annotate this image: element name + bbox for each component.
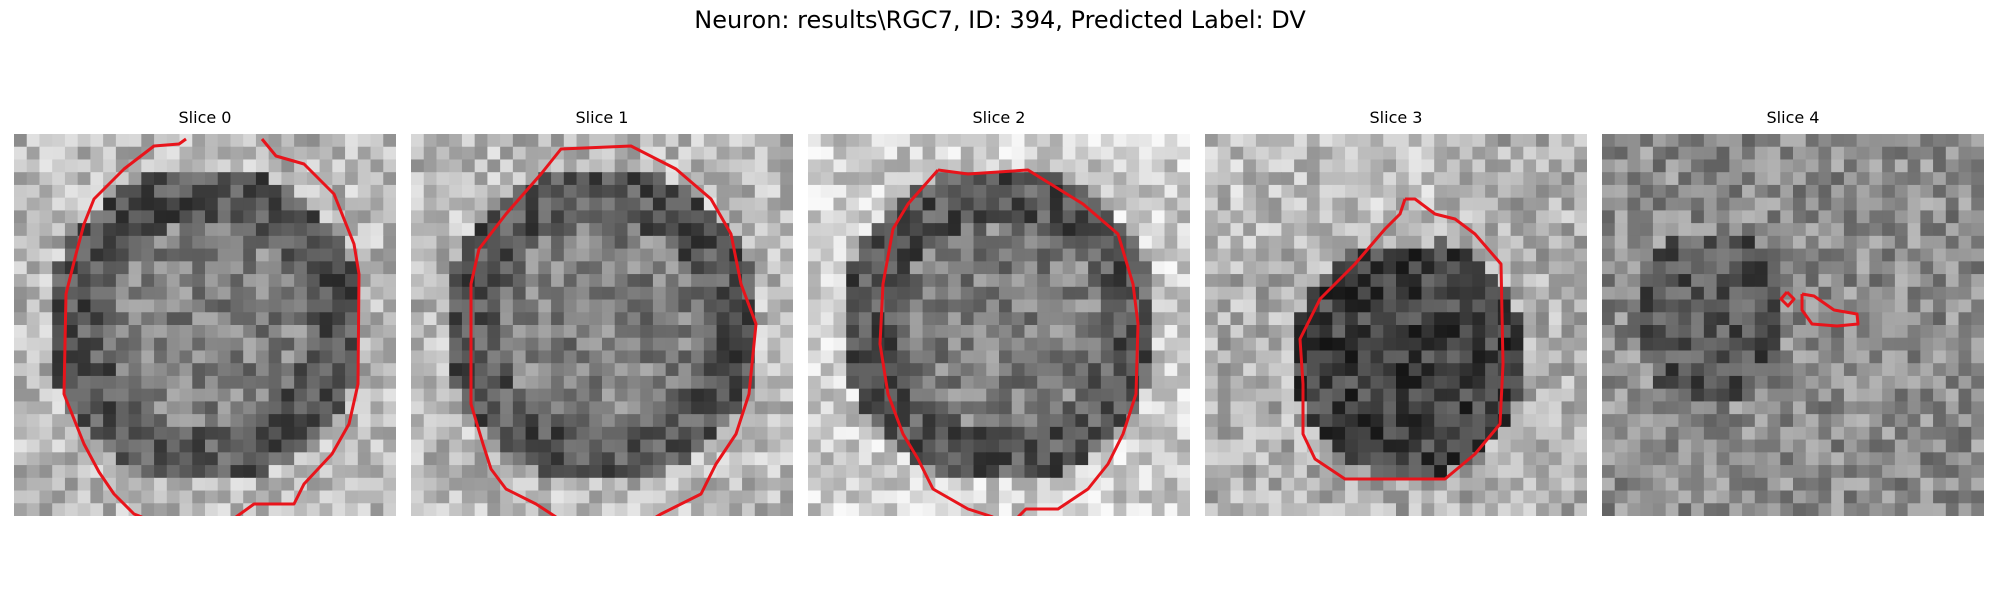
contour-line — [1298, 197, 1505, 481]
slices-row: Slice 0 Slice 1 Slice 2 Slice 3 Slice 4 — [14, 108, 1986, 518]
contour-line — [469, 144, 758, 516]
slice-image — [411, 134, 793, 516]
contour-line — [469, 334, 557, 516]
slice-image — [14, 134, 396, 516]
contour-line — [1800, 292, 1860, 328]
slice-panel-3: Slice 3 — [1205, 108, 1587, 518]
slice-panel-2: Slice 2 — [808, 108, 1190, 518]
contour-line — [62, 137, 187, 516]
slice-title: Slice 3 — [1369, 108, 1423, 127]
contour-line — [235, 138, 361, 516]
slice-image — [1205, 134, 1587, 516]
slice-title: Slice 1 — [575, 108, 629, 127]
slice-title: Slice 2 — [972, 108, 1026, 127]
slice-panel-0: Slice 0 — [14, 108, 396, 518]
slice-title: Slice 4 — [1766, 108, 1820, 127]
slice-image — [808, 134, 1190, 516]
slice-panel-1: Slice 1 — [411, 108, 793, 518]
figure-title: Neuron: results\RGC7, ID: 394, Predicted… — [694, 6, 1306, 34]
slice-panel-4: Slice 4 — [1602, 108, 1984, 518]
slice-title: Slice 0 — [178, 108, 232, 127]
contour-line — [937, 168, 1140, 516]
contour-line — [1779, 290, 1796, 308]
contour-line — [878, 169, 994, 516]
slice-image — [1602, 134, 1984, 516]
